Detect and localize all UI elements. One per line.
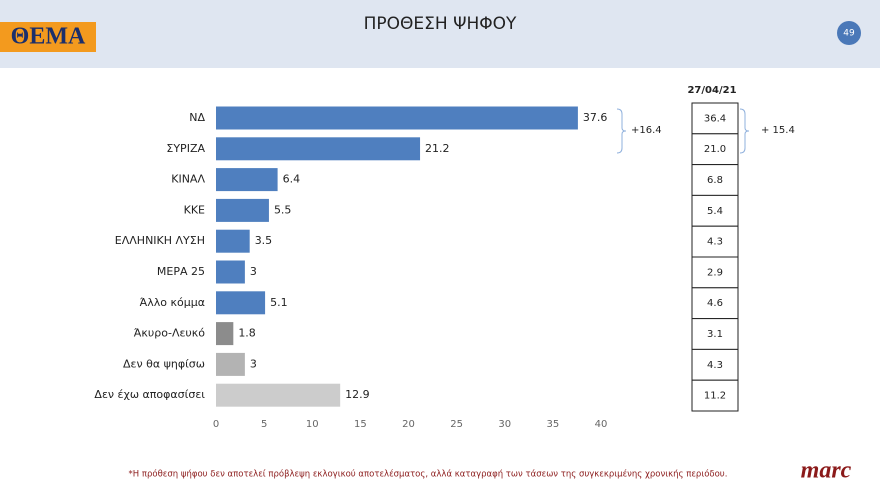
category-label: Άκυρο-Λευκό: [134, 327, 205, 340]
table-value: 4.3: [707, 360, 723, 371]
bar: [216, 168, 278, 192]
table-value: 2.9: [707, 267, 723, 278]
category-label: ΝΔ: [189, 111, 205, 124]
x-tick-label: 40: [595, 419, 608, 430]
table-value: 5.4: [707, 206, 723, 217]
table-value: 11.2: [704, 391, 726, 402]
value-label: 5.5: [274, 203, 292, 216]
table-value: 3.1: [707, 329, 723, 340]
bar: [216, 383, 341, 407]
chart-title: ΠΡΟΘΕΣΗ ΨΗΦΟΥ: [364, 14, 517, 34]
x-tick-label: 20: [402, 419, 415, 430]
x-tick-label: 10: [306, 419, 319, 430]
x-tick-label: 0: [213, 419, 219, 430]
bar: [216, 229, 250, 253]
logo-box: [0, 22, 96, 52]
footnote: *Η πρόθεση ψήφου δεν αποτελεί πρόβλεψη ε…: [129, 469, 728, 480]
table-cell: [691, 318, 739, 350]
bar: [216, 260, 245, 284]
bar: [216, 198, 269, 222]
bar: [216, 106, 578, 130]
x-tick-label: 25: [450, 419, 463, 430]
x-tick-label: 30: [498, 419, 511, 430]
category-label: Δεν έχω αποφασίσει: [94, 388, 205, 401]
value-label: 37.6: [583, 111, 608, 124]
value-label: 3: [250, 265, 257, 278]
bar: [216, 352, 245, 376]
value-label: 1.8: [238, 327, 256, 340]
category-label: Άλλο κόμμα: [140, 296, 205, 309]
category-label: ΚΚΕ: [184, 203, 205, 216]
table-cell: [691, 379, 739, 412]
brand: marc: [801, 458, 852, 484]
bar: [216, 137, 421, 161]
annotation: +16.4: [631, 125, 662, 136]
x-tick-label: 5: [261, 419, 267, 430]
bar: [216, 322, 234, 346]
bracket: [739, 108, 750, 154]
table-value: 4.3: [707, 237, 723, 248]
value-label: 12.9: [345, 388, 370, 401]
page-badge: [837, 21, 861, 45]
value-label: 21.2: [425, 142, 450, 155]
page-number: 49: [843, 29, 855, 39]
logo: ΘΕΜΑ: [11, 24, 86, 50]
header-band: [0, 0, 880, 68]
table-value: 6.8: [707, 175, 723, 186]
table-cell: [691, 102, 739, 135]
table-value: 4.6: [707, 298, 723, 309]
table-cell: [691, 133, 739, 166]
category-label: ΣΥΡΙΖΑ: [166, 142, 205, 155]
value-label: 6.4: [283, 173, 301, 186]
table-value: 36.4: [704, 113, 726, 124]
category-label: ΜΕΡΑ 25: [157, 265, 205, 278]
annotation: + 15.4: [761, 125, 795, 136]
comparison-date: 27/04/21: [687, 85, 736, 96]
table-cell: [691, 348, 739, 381]
x-tick-label: 15: [354, 419, 367, 430]
bracket: [616, 108, 627, 154]
table-value: 21.0: [704, 144, 726, 155]
value-label: 5.1: [270, 296, 288, 309]
category-label: Δεν θα ψηφίσω: [123, 357, 205, 370]
bar: [216, 291, 266, 315]
category-label: ΚΙΝΑΛ: [171, 173, 205, 186]
x-tick-label: 35: [547, 419, 560, 430]
value-label: 3.5: [255, 234, 273, 247]
category-label: ΕΛΛΗΝΙΚΗ ΛΥΣΗ: [115, 234, 205, 247]
value-label: 3: [250, 357, 257, 370]
